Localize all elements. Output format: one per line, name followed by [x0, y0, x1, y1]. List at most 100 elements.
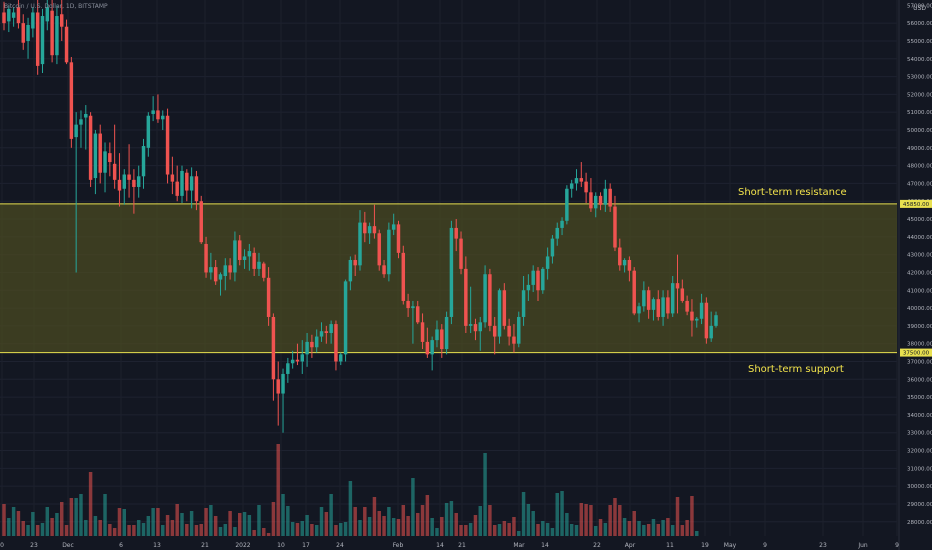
- volume-bar: [310, 524, 314, 536]
- volume-bar: [122, 509, 127, 536]
- volume-bar: [88, 472, 93, 536]
- volume-bar: [430, 518, 434, 536]
- y-tick-label: 43000.00: [907, 253, 932, 259]
- candle-body: [425, 341, 430, 355]
- volume-bar: [541, 521, 545, 536]
- volume-bar: [497, 524, 502, 536]
- x-tick-label: 22: [593, 542, 601, 549]
- candle-body: [642, 290, 646, 307]
- candle-body: [560, 220, 564, 228]
- y-tick-label: 44000.00: [907, 235, 932, 241]
- candle-body: [98, 133, 102, 173]
- candle-body: [324, 331, 329, 333]
- x-tick-label: May: [724, 542, 737, 549]
- candle-body: [310, 341, 314, 348]
- volume-bar: [507, 523, 511, 536]
- candle-body: [517, 316, 521, 344]
- volume-bar: [108, 524, 112, 536]
- volume-bar: [59, 502, 64, 536]
- volume-bar: [415, 513, 420, 536]
- y-tick-label: 53000.00: [907, 75, 932, 81]
- candle-body: [372, 226, 377, 234]
- price-axis[interactable]: 57000.00 56000.00 55000.00 54000.00 53000.00…: [898, 0, 932, 550]
- volume-bar: [642, 525, 646, 536]
- volume-bar: [117, 508, 122, 536]
- candle-body: [122, 174, 127, 189]
- candle-body: [415, 306, 420, 323]
- price-label-text: 45850.00: [903, 202, 930, 208]
- candle-body: [473, 324, 478, 332]
- candle-body: [204, 243, 208, 273]
- y-tick-label: 45000.00: [907, 217, 932, 223]
- candle-body: [478, 322, 483, 332]
- candle-body: [488, 274, 492, 326]
- volume-bar: [670, 525, 675, 536]
- candle-body: [59, 14, 64, 27]
- volume-bar: [406, 516, 410, 536]
- candle-body: [675, 283, 680, 289]
- volume-bar: [26, 525, 30, 536]
- x-tick-label: Apr: [625, 542, 636, 549]
- volume-bar: [314, 525, 319, 536]
- candle-body: [127, 174, 131, 180]
- volume-bar: [512, 517, 516, 536]
- candle-body: [257, 261, 261, 269]
- candle-body: [64, 26, 69, 63]
- candle-body: [117, 179, 122, 191]
- volume-bar: [473, 515, 478, 536]
- volume-bar: [550, 528, 555, 536]
- volume-bar: [209, 505, 213, 536]
- candle-body: [536, 270, 540, 291]
- volume-bar: [189, 511, 194, 536]
- volume-bar: [204, 508, 208, 536]
- volume-bar: [391, 518, 396, 536]
- candle-body: [343, 281, 348, 355]
- candle-body: [637, 306, 641, 314]
- candle-body: [108, 153, 112, 163]
- candle-body: [603, 188, 608, 205]
- candle-body: [464, 268, 468, 326]
- volume-bar: [449, 501, 454, 536]
- candlestick-series: [2, 0, 718, 433]
- candle-body: [704, 302, 709, 339]
- volume-bar: [64, 525, 69, 536]
- volume-bar: [55, 513, 59, 536]
- candle-body: [175, 181, 179, 196]
- x-tick-label: 2022: [235, 542, 250, 549]
- candle-body: [151, 110, 155, 114]
- volume-bar: [464, 525, 468, 536]
- volume-bar: [93, 516, 98, 536]
- y-tick-label: 30000.00: [907, 484, 932, 490]
- candle-body: [40, 16, 45, 65]
- candle-body: [454, 227, 458, 239]
- volume-bar: [112, 528, 117, 536]
- volume-bar: [185, 524, 189, 536]
- volume-bar: [478, 506, 483, 536]
- x-tick-label: 21: [458, 542, 466, 549]
- volume-bar: [593, 526, 598, 536]
- volume-bar: [372, 497, 377, 536]
- y-tick-label: 47000.00: [907, 181, 932, 187]
- candle-body: [507, 325, 511, 337]
- candle-body: [526, 284, 531, 291]
- candle-body: [189, 176, 194, 191]
- y-tick-label: 52000.00: [907, 92, 932, 98]
- volume-bar: [213, 516, 218, 536]
- candle-body: [305, 341, 309, 355]
- candle-body: [377, 233, 381, 266]
- volume-bar: [343, 522, 348, 536]
- candle-body: [223, 265, 228, 277]
- volume-bar: [545, 523, 550, 536]
- time-axis[interactable]: 0 23 Dec 6 13 21 2022 10 17 24 Feb 14 21 Mar 14 22 Apr 11…: [0, 542, 899, 549]
- range-zone-fill: [0, 203, 897, 353]
- volume-bar: [252, 530, 256, 536]
- x-tick-label: Feb: [393, 542, 404, 549]
- candle-body: [180, 170, 184, 196]
- volume-bar: [444, 503, 449, 536]
- volume-bar: [339, 523, 343, 536]
- volume-bar: [247, 515, 252, 536]
- price-label-box: [900, 348, 932, 357]
- volume-bar: [319, 507, 324, 536]
- candle-body: [468, 324, 473, 326]
